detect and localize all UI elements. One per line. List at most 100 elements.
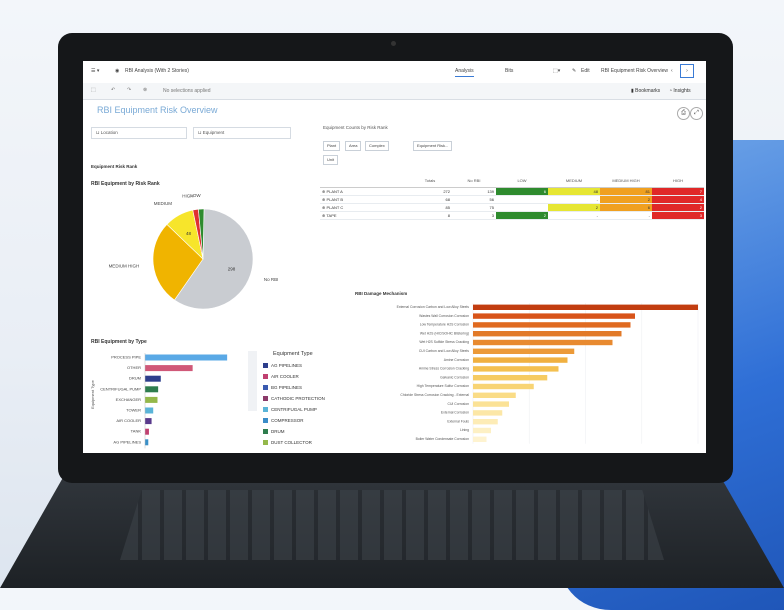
legend-item[interactable]: CATHODIC PROTECTION <box>263 396 325 402</box>
tab-analysis[interactable]: Analysis <box>455 68 474 77</box>
chip-unit[interactable]: Unit <box>323 155 339 165</box>
clear-icon[interactable]: ⊗ <box>143 87 148 93</box>
legend-item[interactable]: CENTRIFUGAL PUMP <box>263 407 317 413</box>
bar[interactable] <box>145 386 159 393</box>
bar[interactable] <box>145 428 149 435</box>
menu-icon[interactable]: ☰ ▾ <box>91 68 100 74</box>
legend-item[interactable]: COMPRESSOR <box>263 418 304 424</box>
legend-scroll-strip[interactable] <box>248 351 257 411</box>
row-low[interactable]: - <box>496 203 548 212</box>
row-medium-high[interactable]: 81 <box>600 187 652 196</box>
tab-bits[interactable]: Bits <box>505 68 514 74</box>
edit-button[interactable]: Edit <box>581 68 590 74</box>
row-totals[interactable]: 85 <box>408 203 452 212</box>
chip-equipment-risk[interactable]: Equipment Risk... <box>413 141 453 151</box>
damage-bar[interactable] <box>473 392 516 398</box>
chip-area[interactable]: Area <box>345 141 362 151</box>
legend-item[interactable]: BG PIPELINES <box>263 385 302 391</box>
bar[interactable] <box>145 365 193 372</box>
equipment-filter[interactable]: ⊔ Equipment <box>193 127 291 139</box>
legend-item[interactable]: DUST COLLECTOR <box>263 440 312 446</box>
row-low[interactable]: 6 <box>496 187 548 196</box>
table-header-medium[interactable]: MEDIUM <box>548 173 600 188</box>
bookmarks-button[interactable]: ▮ Bookmarks <box>631 88 661 94</box>
table-row[interactable]: ⊕ PLANT B 68 56- -2 4 <box>320 195 704 204</box>
back-icon[interactable]: ↶ <box>111 87 116 93</box>
chip-complex[interactable]: Complex <box>365 141 389 151</box>
row-medium[interactable]: 48 <box>548 187 600 196</box>
location-filter[interactable]: ⊔ Location <box>91 127 187 139</box>
row-no-rbi[interactable]: 3 <box>452 211 496 220</box>
bar[interactable] <box>145 375 161 382</box>
row-totals[interactable]: 68 <box>408 195 452 204</box>
damage-bar[interactable] <box>473 436 487 442</box>
damage-bar[interactable] <box>473 357 568 363</box>
row-medium-high[interactable]: - <box>600 211 652 220</box>
sheet-selector[interactable]: RBI Equipment Risk Overview <box>601 68 668 74</box>
prev-sheet-icon[interactable]: ‹ <box>671 68 673 74</box>
insights-button[interactable]: ◔ Insights <box>669 88 691 94</box>
row-medium-high[interactable]: 6 <box>600 203 652 212</box>
app-title[interactable]: RBI Analysis (With 2 Stories) <box>125 68 189 74</box>
snapshot-icon[interactable]: ⎙ <box>677 107 690 120</box>
pie-slice[interactable] <box>152 223 204 301</box>
row-medium[interactable]: - <box>548 211 600 220</box>
row-medium-high[interactable]: 2 <box>600 195 652 204</box>
row-name[interactable]: ⊕ PLANT B <box>320 195 408 204</box>
row-high[interactable]: 4 <box>652 195 704 204</box>
row-no-rbi[interactable]: 75 <box>452 203 496 212</box>
legend-item[interactable]: AIR COOLER <box>263 374 299 380</box>
row-name[interactable]: ⊕ PLANT A <box>320 187 408 196</box>
table-header-totals[interactable]: Totals <box>408 173 452 188</box>
damage-bar[interactable] <box>473 383 534 390</box>
damage-bar[interactable] <box>473 339 613 346</box>
row-no-rbi[interactable]: 139 <box>452 187 496 196</box>
expand-icon[interactable]: ⤢ <box>690 107 703 120</box>
damage-bar[interactable] <box>473 419 498 425</box>
row-no-rbi[interactable]: 56 <box>452 195 496 204</box>
damage-bar[interactable] <box>473 410 503 416</box>
pie-slice[interactable] <box>174 208 254 310</box>
table-header-no-rbi[interactable]: No RBI <box>452 173 496 188</box>
damage-bar[interactable] <box>473 401 509 407</box>
bar[interactable] <box>145 407 154 414</box>
pencil-icon[interactable]: ✎ <box>572 68 577 74</box>
chip-plant[interactable]: Plant <box>323 141 341 151</box>
table-row[interactable]: ⊕ PLANT A 272 139 6 48 81 7 <box>320 187 704 196</box>
table-header-medium-high[interactable]: MEDIUM HIGH <box>600 173 652 188</box>
bar[interactable] <box>145 354 228 361</box>
row-high[interactable]: 3 <box>652 211 704 220</box>
damage-bar[interactable] <box>473 366 559 372</box>
damage-bar[interactable] <box>473 348 575 354</box>
risk-rank-filter[interactable]: Equipment Risk Rank <box>91 164 138 169</box>
legend-item[interactable]: AG PIPELINES <box>263 363 302 369</box>
bar[interactable] <box>145 439 149 446</box>
damage-bar[interactable] <box>473 427 491 434</box>
damage-bar[interactable] <box>473 304 698 310</box>
bar[interactable] <box>145 418 152 425</box>
row-high[interactable]: 2 <box>652 203 704 212</box>
table-row[interactable]: ⊕ PLANT C 85 75-2 6 2 <box>320 203 704 212</box>
row-name[interactable]: ⊕ PLANT C <box>320 203 408 212</box>
row-high[interactable]: 7 <box>652 187 704 196</box>
row-low[interactable]: - <box>496 195 548 204</box>
row-medium[interactable]: 2 <box>548 203 600 212</box>
row-name[interactable]: ⊕ TAPE <box>320 211 408 220</box>
table-header-low[interactable]: LOW <box>496 173 548 188</box>
pie-slice[interactable] <box>198 208 205 260</box>
row-totals[interactable]: 272 <box>408 187 452 196</box>
row-medium[interactable]: - <box>548 195 600 204</box>
forward-icon[interactable]: ↷ <box>127 87 132 93</box>
insert-icon[interactable]: ⬚▾ <box>553 68 561 74</box>
next-sheet-icon[interactable]: › <box>680 64 694 78</box>
damage-bar[interactable] <box>473 313 635 319</box>
row-totals[interactable]: 8 <box>408 211 452 220</box>
table-row[interactable]: ⊕ TAPE 8 3 2- -3 <box>320 211 704 220</box>
bar[interactable] <box>145 396 158 403</box>
row-low[interactable]: 2 <box>496 211 548 220</box>
damage-bar[interactable] <box>473 331 622 337</box>
selection-tool-icon[interactable]: ⬚ <box>91 87 96 93</box>
legend-item[interactable]: DRUM <box>263 429 285 435</box>
table-header-high[interactable]: HIGH <box>652 173 704 188</box>
damage-bar[interactable] <box>473 375 548 381</box>
